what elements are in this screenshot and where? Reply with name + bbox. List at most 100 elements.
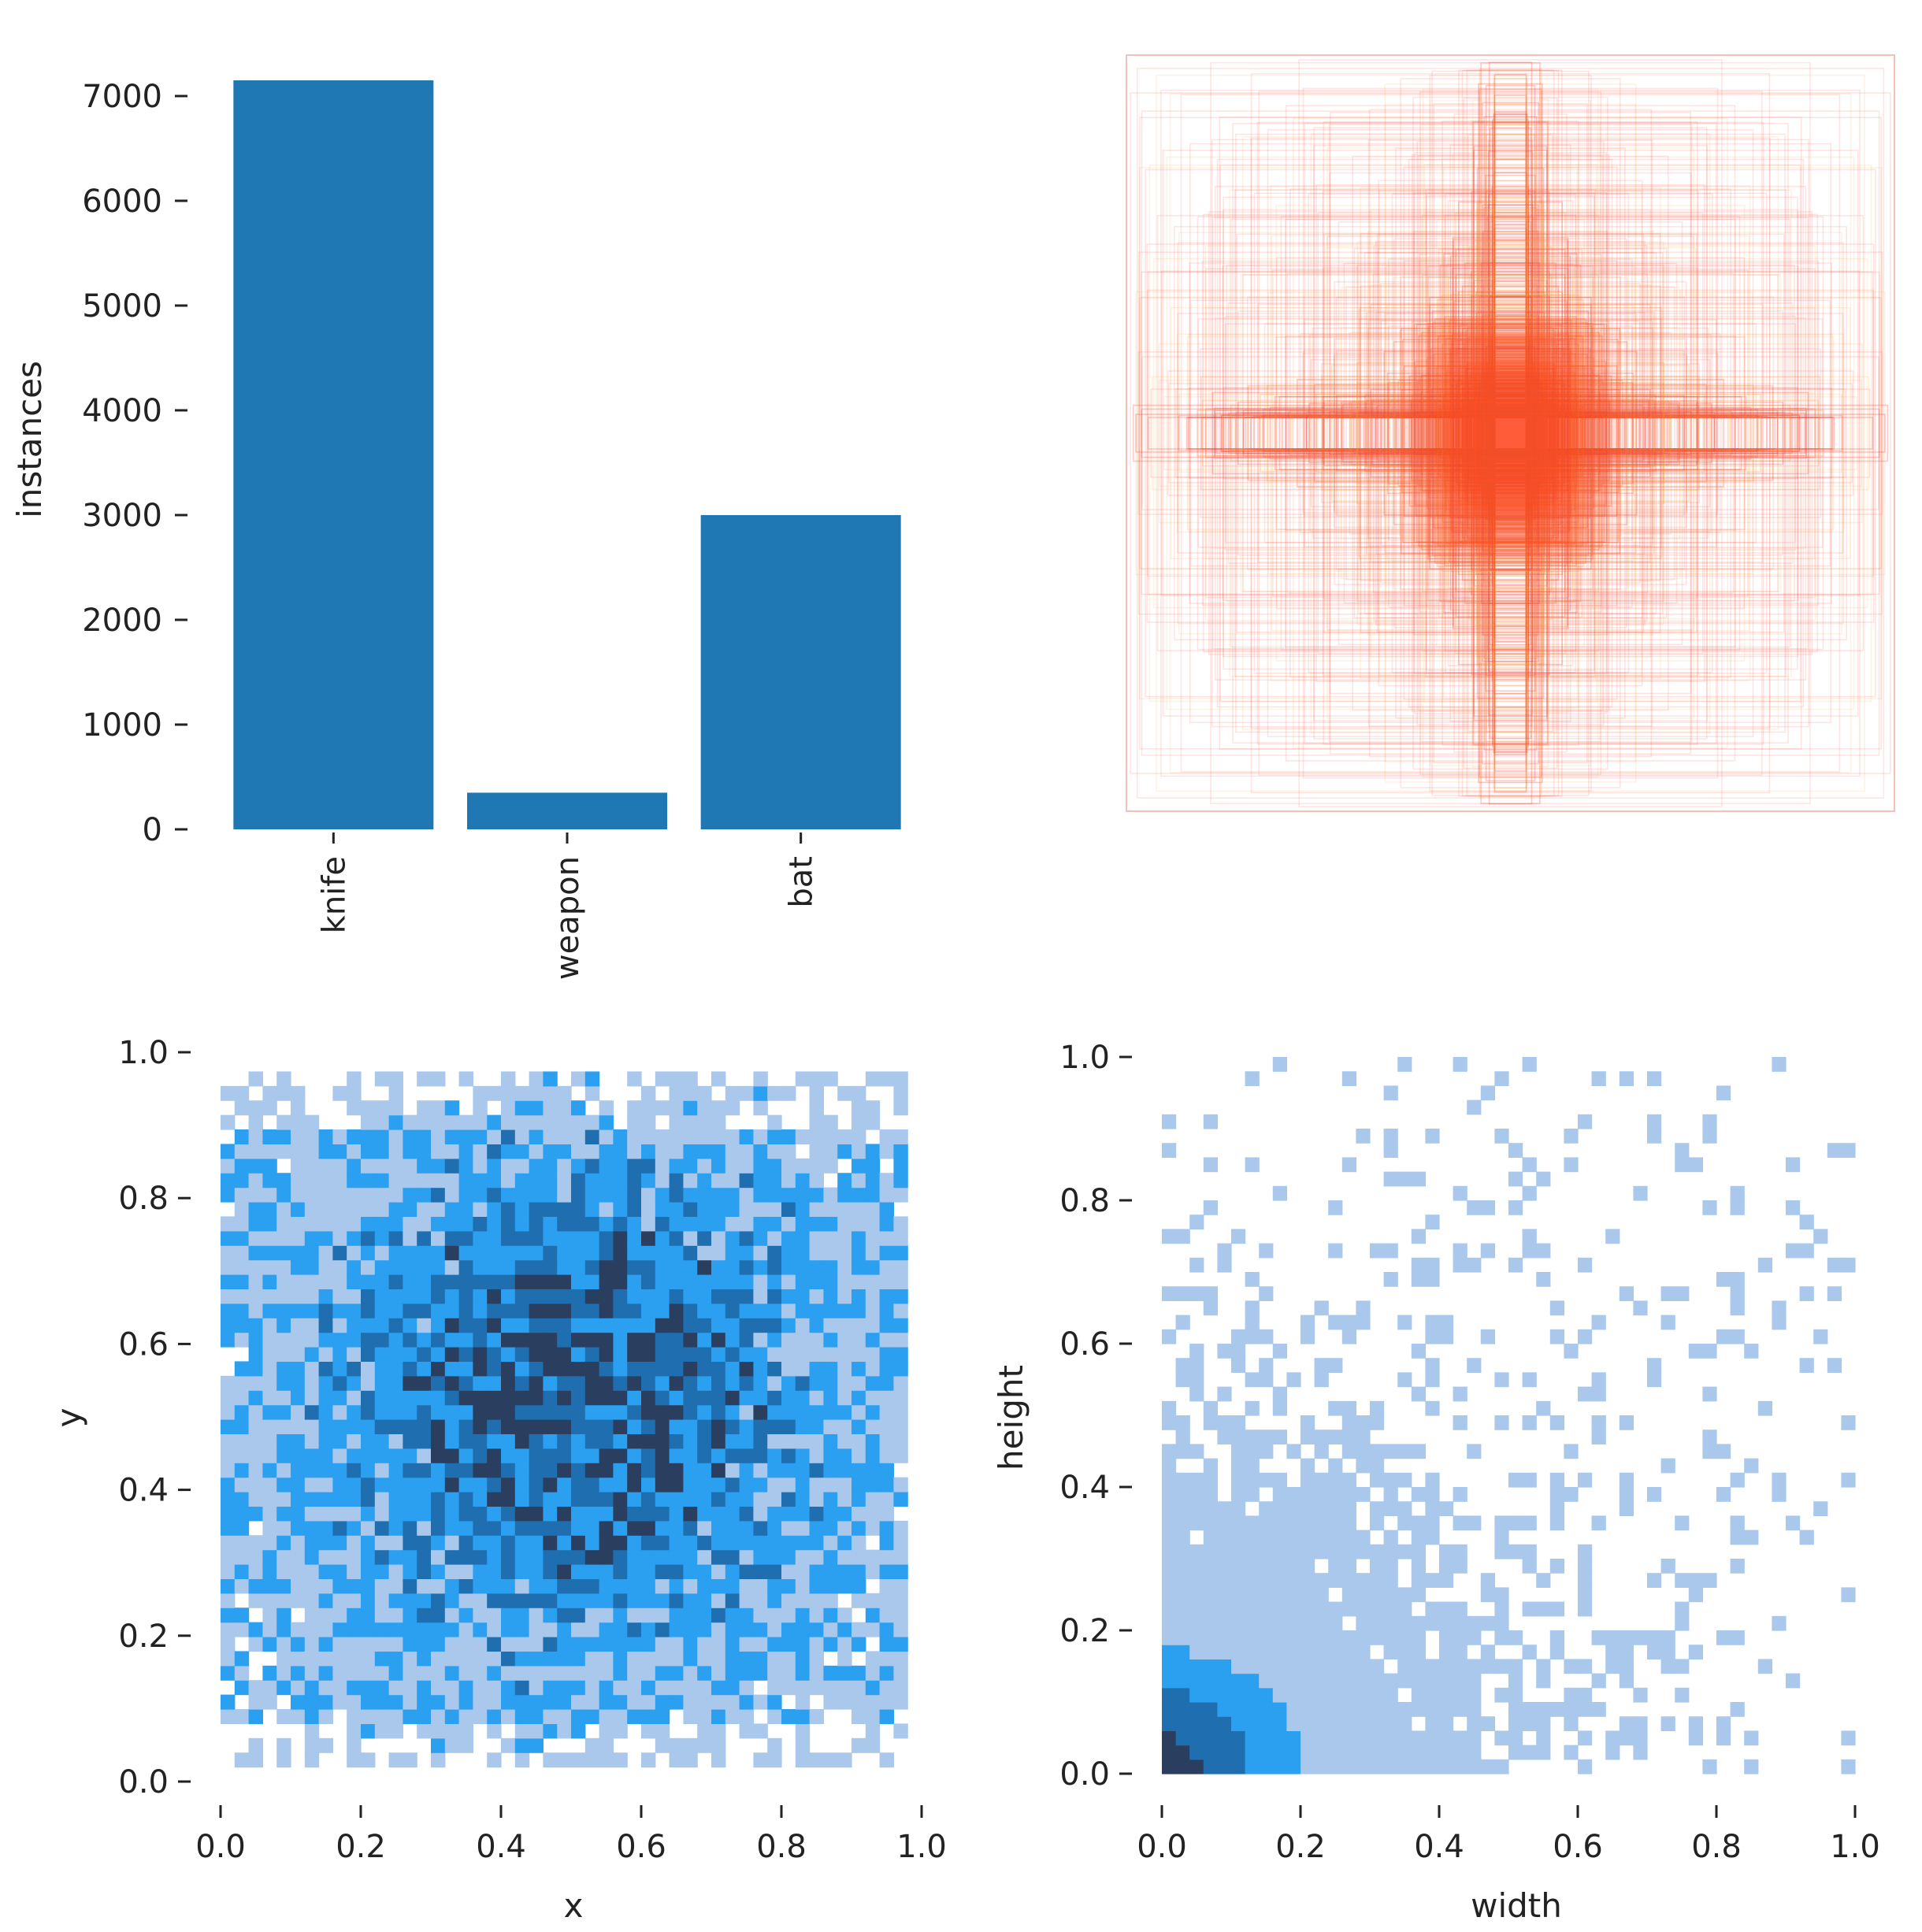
xy-heat-cell	[514, 1361, 530, 1377]
xy-heat-cell	[458, 1187, 473, 1203]
overlay-box	[1481, 261, 1540, 605]
xy-heat-cell	[248, 1477, 263, 1493]
xy-heat-cell	[865, 1303, 881, 1318]
wh-heat-cell	[1175, 1487, 1190, 1502]
wh-heat-cell	[1217, 1544, 1232, 1559]
wh-heat-cell	[1245, 1759, 1260, 1774]
wh-heat-cell	[1328, 1716, 1343, 1731]
xy-heat-cell	[739, 1651, 754, 1667]
overlay-box	[1491, 409, 1530, 458]
overlay-box	[1237, 310, 1783, 556]
wh-heat-cell	[1536, 1171, 1551, 1187]
overlay-box	[1471, 191, 1550, 676]
xy-heat-cell	[444, 1274, 460, 1289]
wh-heat-cell	[1328, 1687, 1343, 1703]
overlay-box	[1240, 274, 1781, 592]
wh-heat-cell	[1397, 1730, 1412, 1746]
xy-heat-cell	[584, 1419, 600, 1434]
xy-heat-cell	[725, 1564, 740, 1579]
xy-heat-cell	[641, 1390, 656, 1406]
overlay-box	[1385, 265, 1636, 601]
overlay-box	[1479, 295, 1542, 572]
wh-heat-cell	[1522, 1559, 1537, 1574]
wh-heat-cell	[1467, 1257, 1482, 1273]
wh-heat-cell	[1578, 1544, 1593, 1559]
wh-heat-cell	[1231, 1515, 1246, 1531]
wh-heat-cell	[1272, 1630, 1287, 1645]
xy-heat-cell	[262, 1535, 277, 1551]
xy-heat-cell	[584, 1578, 600, 1594]
overlay-box	[1493, 257, 1527, 610]
xy-heat-cell	[584, 1506, 600, 1522]
xy-heat-cell	[417, 1492, 432, 1507]
wh-heat-cell	[1301, 1716, 1315, 1731]
xy-heat-cell	[641, 1549, 656, 1565]
overlay-box	[1216, 158, 1805, 708]
xy-heat-cell	[795, 1752, 811, 1768]
wh-heat-cell	[1383, 1673, 1398, 1689]
wh-heat-cell	[1162, 1530, 1177, 1545]
xy-heat-cell	[711, 1289, 726, 1304]
xy-heat-cell	[795, 1593, 811, 1608]
xy-heat-cell	[529, 1520, 544, 1536]
xy-heat-cell	[501, 1144, 516, 1159]
xy-heat-cell	[571, 1752, 586, 1768]
xy-heat-cell	[431, 1187, 446, 1203]
xy-heat-cell	[641, 1637, 656, 1652]
xy-heat-cell	[473, 1622, 488, 1637]
xy-heat-cell	[291, 1463, 306, 1478]
xy-heat-cell	[641, 1535, 656, 1551]
wh-heat-cell	[1370, 1587, 1385, 1603]
xy-heat-cell	[543, 1564, 558, 1579]
overlay-box	[1375, 240, 1646, 626]
xy-heat-cell	[683, 1709, 698, 1724]
xy-heat-cell	[262, 1404, 277, 1420]
overlay-box	[1414, 361, 1607, 506]
wh-heat-cell	[1619, 1645, 1634, 1659]
xy-heat-cell	[529, 1071, 544, 1087]
xy-heat-cell	[711, 1419, 726, 1434]
xy-heat-cell	[403, 1361, 417, 1377]
overlay-box	[1366, 398, 1655, 469]
xy-heat-cell	[529, 1158, 544, 1174]
xy-heat-cell	[529, 1578, 544, 1594]
xy-heat-cell	[514, 1680, 530, 1696]
xy-heat-cell	[514, 1608, 530, 1623]
xy-heat-cell	[767, 1752, 782, 1768]
xy-heat-cell	[304, 1332, 320, 1348]
xy-heat-cell	[529, 1593, 544, 1608]
xy-heat-cell	[234, 1259, 250, 1275]
overlay-box	[1493, 392, 1527, 474]
xy-heat-cell	[584, 1347, 600, 1362]
wh-heat-cell	[1591, 1315, 1606, 1330]
xy-heat-cell	[487, 1637, 502, 1652]
wh-heat-cell	[1480, 1659, 1495, 1674]
overlay-box	[1481, 411, 1540, 455]
wh-heat-cell	[1411, 1659, 1426, 1674]
overlay-box	[1230, 404, 1791, 462]
overlay-box	[1462, 328, 1559, 539]
wh-heat-cell	[1162, 1415, 1177, 1430]
xy-heat-cell	[795, 1477, 811, 1493]
xy-heat-cell	[291, 1390, 306, 1406]
xy-heat-cell	[234, 1144, 250, 1159]
xy-heat-cell	[739, 1216, 754, 1232]
wh-heat-cell	[1189, 1759, 1204, 1774]
xy-heat-cell	[221, 1289, 236, 1304]
wh-heat-cell	[1467, 1716, 1482, 1731]
xy-heat-cell	[683, 1433, 698, 1449]
xy-heat-cell	[234, 1492, 250, 1507]
xy-heat-cell	[543, 1477, 558, 1493]
overlay-box	[1478, 83, 1543, 784]
wh-heat-cell	[1841, 1730, 1856, 1746]
xy-heat-cell	[627, 1303, 642, 1318]
xy-heat-cell	[262, 1158, 277, 1174]
overlay-box	[1493, 227, 1527, 640]
xy-heat-cell	[837, 1564, 852, 1579]
xy-heat-cell	[444, 1202, 460, 1217]
xy-heat-cell	[543, 1230, 558, 1246]
wh-heat-cell	[1259, 1615, 1274, 1631]
xy-heat-cell	[417, 1593, 432, 1608]
wh-heat-cell	[1259, 1573, 1274, 1588]
wh-heat-cell	[1175, 1515, 1190, 1531]
